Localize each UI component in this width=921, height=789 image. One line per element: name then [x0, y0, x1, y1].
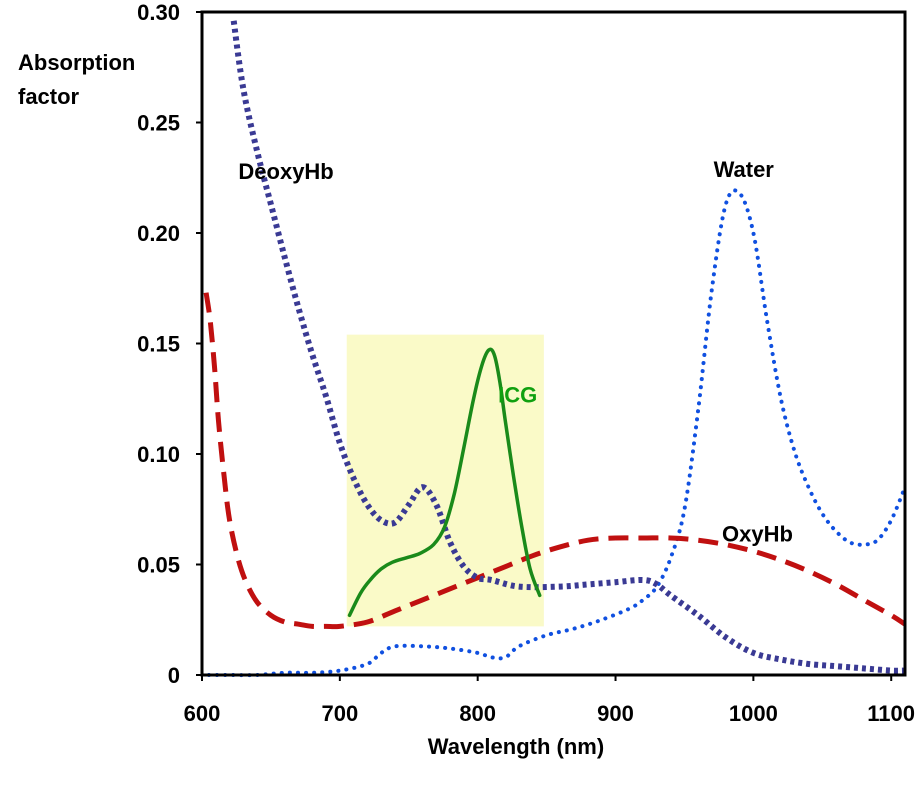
y-tick-label: 0.10	[137, 442, 180, 467]
x-tick-label: 1100	[867, 701, 915, 726]
series-line-deoxyhb	[230, 20, 906, 674]
curve-label-oxyhb: OxyHb	[722, 522, 793, 547]
y-tick-label: 0.20	[137, 221, 180, 246]
curve-label-icg: ICG	[498, 382, 537, 407]
x-axis-label: Wavelength (nm)	[428, 734, 604, 759]
x-tick-label: 700	[321, 701, 358, 726]
annotation-layer: DeoxyHb Water ICG OxyHb	[238, 157, 793, 547]
x-tick-label: 800	[459, 701, 496, 726]
curve-label-water: Water	[714, 157, 775, 182]
y-tick-label: 0.25	[137, 111, 180, 136]
x-tick-label: 600	[184, 701, 221, 726]
series-layer	[203, 20, 907, 678]
highlight-region	[346, 334, 544, 627]
x-tick-label: 900	[597, 701, 634, 726]
y-axis-label-line-1: Absorption	[18, 50, 135, 75]
curve-label-deoxyhb: DeoxyHb	[238, 159, 333, 184]
x-axis: 600 700 800 900 1000 1100	[184, 675, 915, 726]
y-axis: 0 0.05 0.10 0.15 0.20 0.25 0.30	[137, 0, 202, 688]
series-line-icg	[347, 347, 542, 618]
y-tick-label: 0	[168, 663, 180, 688]
y-tick-label: 0.15	[137, 332, 180, 357]
y-axis-label-line-2: factor	[18, 84, 80, 109]
y-tick-label: 0.05	[137, 553, 180, 578]
series-line-water	[206, 188, 907, 678]
y-tick-label: 0.30	[137, 0, 180, 25]
x-tick-label: 1000	[729, 701, 778, 726]
